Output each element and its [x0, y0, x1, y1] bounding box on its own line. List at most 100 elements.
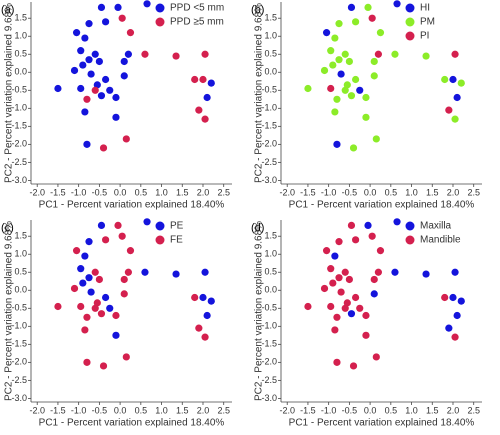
- point: [370, 275, 378, 284]
- point: [457, 79, 465, 87]
- point: [320, 66, 329, 75]
- point: [99, 144, 108, 152]
- point: [343, 299, 351, 307]
- x-tick-label: 1.5: [176, 187, 189, 197]
- y-tick-label: 0.0: [264, 285, 277, 295]
- x-tick-label: 0.5: [385, 405, 398, 415]
- point: [93, 299, 101, 307]
- x-tick-label: -1.0: [321, 405, 337, 415]
- y-tick-label: -2.5: [261, 157, 277, 167]
- point: [362, 93, 370, 102]
- point: [101, 293, 110, 302]
- point: [349, 362, 358, 370]
- point: [347, 92, 356, 100]
- legend-label: Maxilla: [420, 221, 452, 232]
- point: [95, 57, 103, 66]
- x-tick-label: 2.5: [217, 405, 230, 415]
- point: [114, 221, 122, 230]
- point: [374, 50, 382, 58]
- point: [327, 302, 335, 311]
- point: [445, 106, 453, 114]
- legend-marker: [155, 3, 165, 13]
- point: [85, 56, 93, 64]
- x-axis-label: PC1 - Percent variation explained 18.40%: [289, 418, 475, 429]
- point: [77, 47, 85, 55]
- point: [83, 140, 91, 148]
- point: [356, 304, 364, 312]
- point: [391, 268, 399, 276]
- y-tick-label: -2.5: [261, 375, 277, 385]
- panel-label: (b): [251, 4, 264, 16]
- point: [199, 75, 207, 84]
- point: [347, 310, 356, 318]
- point: [351, 293, 360, 302]
- point: [349, 144, 358, 152]
- x-tick-label: 0.5: [385, 187, 398, 197]
- x-tick-label: 1.5: [426, 187, 439, 197]
- point: [91, 50, 99, 58]
- point: [370, 72, 378, 80]
- y-tick-label: -3.0: [11, 393, 27, 403]
- point: [341, 86, 349, 94]
- point: [172, 270, 180, 278]
- point: [345, 57, 353, 66]
- panel: (b) -2.0 -1.5 -1.0 -0.5 0.0 0.5 1.0 1.5 2.0 2.5 -3.…: [251, 0, 482, 211]
- point: [333, 140, 341, 148]
- point: [77, 84, 85, 93]
- point: [331, 252, 339, 260]
- panel: (c) -2.0 -1.5 -1.0 -0.5 0.0 0.5 1.0 1.5 2.0 2.5 -3.…: [1, 218, 232, 429]
- point: [368, 232, 376, 240]
- y-tick-label: -0.5: [261, 85, 277, 95]
- panel-label: (c): [1, 222, 14, 234]
- x-tick-label: 0.5: [135, 187, 148, 197]
- point: [304, 302, 312, 311]
- x-tick-label: 1.0: [405, 405, 418, 415]
- point: [203, 311, 211, 320]
- point: [91, 304, 99, 312]
- panel-label: (a): [1, 4, 14, 16]
- point: [347, 221, 356, 230]
- legend-label: FE: [170, 235, 183, 246]
- point: [362, 331, 370, 339]
- y-axis-label: PC2 - Percent variation explained 9.68%: [254, 3, 265, 183]
- x-tick-label: 2.0: [447, 187, 460, 197]
- point: [70, 66, 79, 75]
- point: [351, 236, 360, 244]
- x-tick-label: -2.0: [29, 187, 45, 197]
- point: [81, 108, 89, 116]
- x-tick-label: 2.5: [467, 405, 480, 415]
- point: [112, 113, 120, 121]
- point: [83, 95, 91, 103]
- point: [422, 52, 430, 60]
- y-tick-label: -1.0: [261, 103, 277, 113]
- point: [118, 14, 126, 22]
- y-tick-label: -2.0: [261, 357, 277, 367]
- point: [451, 268, 459, 276]
- legend-label: PI: [420, 31, 429, 42]
- y-tick-label: -1.5: [261, 121, 277, 131]
- x-tick-label: 2.0: [197, 405, 210, 415]
- point: [441, 75, 449, 84]
- point: [449, 293, 457, 302]
- point: [99, 362, 108, 370]
- point: [195, 106, 203, 114]
- point: [327, 84, 335, 93]
- point: [333, 313, 341, 321]
- y-tick-label: -3.0: [11, 175, 27, 185]
- x-axis-label: PC1 - Percent variation explained 18.40%: [39, 418, 225, 429]
- legend-marker: [405, 31, 415, 41]
- y-tick-label: 1.0: [14, 31, 27, 41]
- point: [118, 232, 126, 240]
- point: [445, 324, 453, 332]
- point: [393, 218, 401, 226]
- point: [81, 252, 89, 260]
- point: [126, 29, 135, 37]
- point: [122, 353, 130, 361]
- point: [370, 290, 378, 298]
- point: [95, 275, 103, 284]
- y-tick-label: -2.5: [11, 375, 27, 385]
- legend-label: PPD ≥5 mm: [170, 17, 224, 28]
- x-tick-label: 2.5: [467, 187, 480, 197]
- point: [81, 34, 89, 42]
- point: [333, 358, 341, 366]
